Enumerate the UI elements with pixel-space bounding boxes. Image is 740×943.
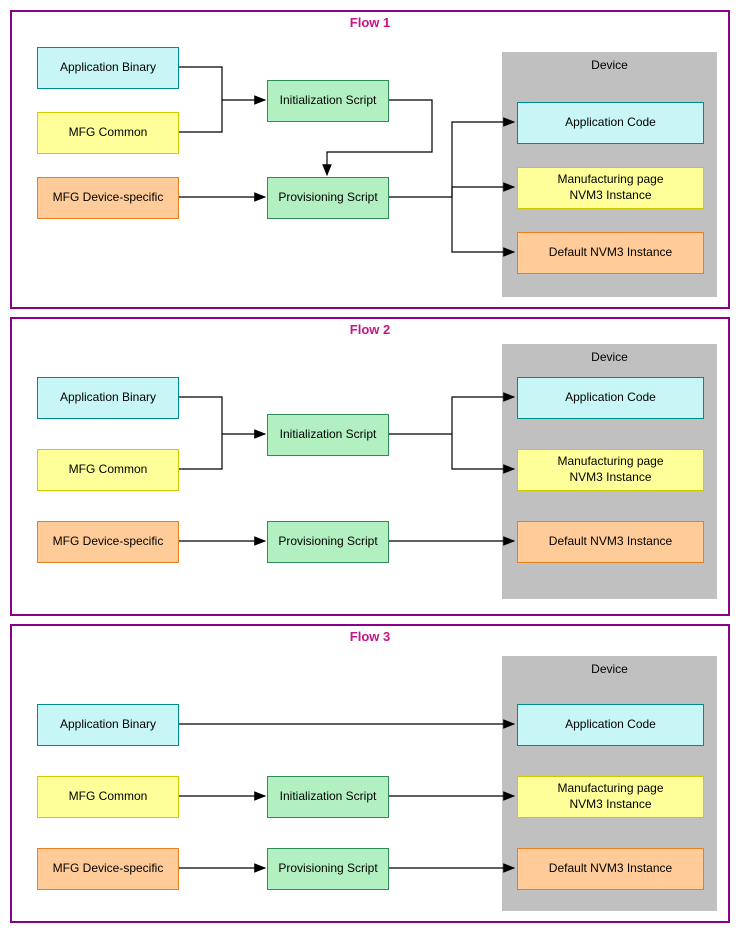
flow-title: Flow 3 — [350, 629, 390, 644]
prov-script-box: Provisioning Script — [267, 848, 389, 890]
flow-3-panel: Flow 3 Application Binary MFG Common MFG… — [10, 624, 730, 923]
default-nvm3-box: Default NVM3 Instance — [517, 521, 704, 563]
flow-title: Flow 1 — [350, 15, 390, 30]
app-binary-box: Application Binary — [37, 704, 179, 746]
mfg-page-box: Manufacturing page NVM3 Instance — [517, 449, 704, 491]
mfg-page-box: Manufacturing page NVM3 Instance — [517, 167, 704, 209]
app-binary-box: Application Binary — [37, 377, 179, 419]
device-label: Device — [591, 662, 628, 676]
flow-1-panel: Flow 1 Application Binary MFG Common MFG… — [10, 10, 730, 309]
app-code-box: Application Code — [517, 102, 704, 144]
mfg-common-box: MFG Common — [37, 776, 179, 818]
app-binary-box: Application Binary — [37, 47, 179, 89]
default-nvm3-box: Default NVM3 Instance — [517, 848, 704, 890]
mfg-device-box: MFG Device-specific — [37, 521, 179, 563]
mfg-common-box: MFG Common — [37, 449, 179, 491]
init-script-box: Initialization Script — [267, 776, 389, 818]
default-nvm3-box: Default NVM3 Instance — [517, 232, 704, 274]
device-label: Device — [591, 58, 628, 72]
app-code-box: Application Code — [517, 704, 704, 746]
device-container: Device Application Code Manufacturing pa… — [502, 52, 717, 297]
device-container: Device Application Code Manufacturing pa… — [502, 344, 717, 599]
mfg-device-box: MFG Device-specific — [37, 848, 179, 890]
app-code-box: Application Code — [517, 377, 704, 419]
mfg-device-box: MFG Device-specific — [37, 177, 179, 219]
device-container: Device Application Code Manufacturing pa… — [502, 656, 717, 911]
prov-script-box: Provisioning Script — [267, 177, 389, 219]
flow-2-panel: Flow 2 Application Binary MFG Common MFG… — [10, 317, 730, 616]
flow-title: Flow 2 — [350, 322, 390, 337]
init-script-box: Initialization Script — [267, 414, 389, 456]
mfg-page-box: Manufacturing page NVM3 Instance — [517, 776, 704, 818]
init-script-box: Initialization Script — [267, 80, 389, 122]
device-label: Device — [591, 350, 628, 364]
mfg-common-box: MFG Common — [37, 112, 179, 154]
prov-script-box: Provisioning Script — [267, 521, 389, 563]
